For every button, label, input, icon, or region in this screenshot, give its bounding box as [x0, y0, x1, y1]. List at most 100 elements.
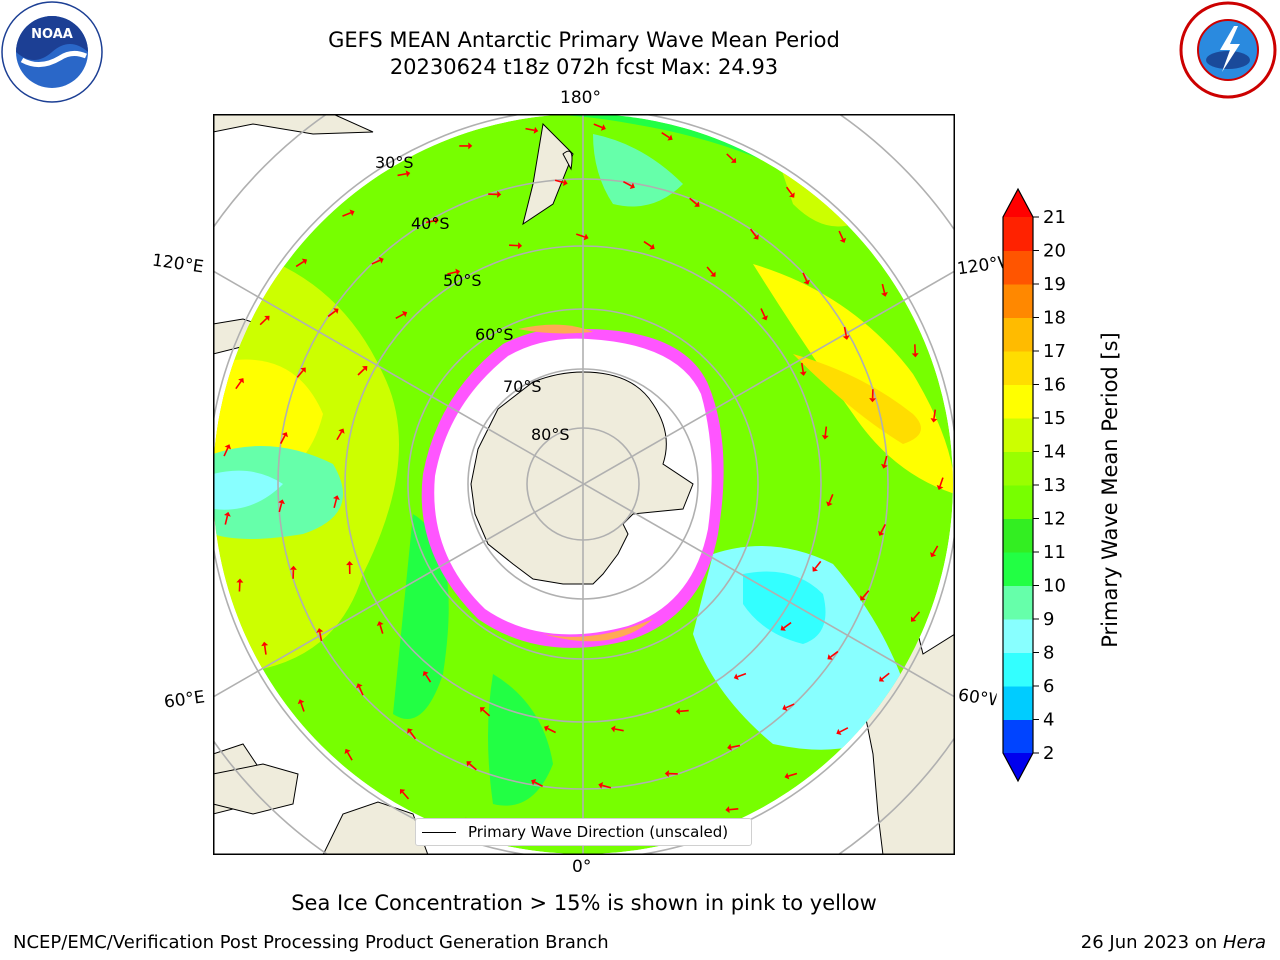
- wave-arrow-head: [278, 499, 285, 505]
- wave-arrow-head: [842, 335, 850, 340]
- wave-arrow-head: [936, 485, 944, 490]
- colorbar-tick-label: 13: [1043, 475, 1066, 496]
- wave-arrow-head: [812, 566, 818, 572]
- wave-arrow-shaft: [379, 624, 384, 634]
- wave-arrow-head: [710, 271, 716, 277]
- colorbar-band: [1003, 451, 1033, 486]
- wave-arrow-head: [629, 182, 635, 189]
- colorbar-tick-label: 4: [1043, 710, 1054, 731]
- wave-arrow-head: [236, 578, 244, 583]
- wave-arrow-head: [468, 142, 473, 150]
- wave-arrow-shaft: [623, 180, 632, 187]
- wave-arrow-shaft: [300, 702, 305, 712]
- graticule: [213, 114, 955, 855]
- wave-arrow-head: [344, 748, 351, 755]
- legend-label: Primary Wave Direction (unscaled): [468, 823, 729, 841]
- wave-arrow-shaft: [838, 230, 844, 240]
- wave-arrow-shaft: [223, 447, 229, 457]
- map-legend: Primary Wave Direction (unscaled): [415, 818, 752, 846]
- wave-arrow-shaft: [760, 308, 766, 318]
- wave-arrow-head: [543, 725, 550, 732]
- wave-arrow-head: [730, 157, 737, 163]
- colorbar-tick-label: 9: [1043, 609, 1054, 630]
- wave-arrow-shaft: [862, 590, 870, 599]
- colorbar-tick-label: 14: [1043, 442, 1066, 463]
- wave-arrow-head: [378, 257, 384, 264]
- wave-arrow-shaft: [880, 524, 887, 533]
- colorbar-band: [1003, 585, 1033, 620]
- wave-arrow-head: [930, 418, 938, 423]
- wave-arrow-head: [881, 463, 888, 469]
- wave-arrow-head: [407, 728, 413, 734]
- wave-arrow-head: [789, 192, 795, 198]
- wave-arrow-shaft: [881, 283, 886, 294]
- colorbar-tick-label: 20: [1043, 241, 1066, 262]
- wave-arrow-shaft: [802, 272, 808, 282]
- wave-arrow-shaft: [783, 621, 792, 629]
- footer-credit: NCEP/EMC/Verification Post Processing Pr…: [13, 932, 609, 953]
- wave-arrow-shaft: [336, 431, 343, 441]
- colorbar-tick-label: 6: [1043, 676, 1054, 697]
- wave-arrow-head: [497, 190, 502, 198]
- wave-arrow-head: [402, 310, 408, 318]
- wave-arrow-shaft: [346, 751, 353, 761]
- wave-arrow-head: [727, 743, 732, 751]
- lat-label-80s: 80°S: [531, 425, 570, 444]
- wave-arrow-shaft: [402, 791, 410, 800]
- colorbar-tick-label: 8: [1043, 643, 1054, 664]
- wave-arrow-shaft: [342, 212, 352, 217]
- wave-arrow-shaft: [295, 260, 305, 268]
- wave-arrow-shaft: [534, 781, 543, 788]
- wave-arrow-head: [803, 279, 810, 285]
- wave-arrow-shaft: [830, 650, 839, 658]
- wave-arrow-shaft: [679, 709, 689, 713]
- wave-arrow-shaft: [726, 153, 734, 161]
- colorbar-band: [1003, 217, 1033, 251]
- footer-host: Hera: [1222, 932, 1266, 953]
- wave-arrow-head: [405, 170, 411, 178]
- wave-arrow-head: [583, 233, 589, 241]
- wave-arrow-shaft: [689, 197, 698, 205]
- colorbar-band: [1003, 250, 1033, 285]
- wave-arrow-head: [649, 243, 655, 250]
- lat-label-60s: 60°S: [475, 325, 514, 344]
- colorbar-label: Primary Wave Mean Period [s]: [1098, 332, 1122, 648]
- wave-arrow-head: [224, 511, 231, 517]
- wave-arrow-head: [780, 625, 786, 631]
- wave-arrow-shaft: [318, 631, 323, 642]
- map-title: GEFS MEAN Antarctic Primary Wave Mean Pe…: [328, 28, 840, 52]
- wave-arrow-head: [878, 530, 885, 536]
- wave-arrow-shaft: [358, 686, 364, 696]
- colorbar-tick-label: 18: [1043, 308, 1066, 329]
- wave-arrow-head: [881, 291, 888, 297]
- wave-arrow-head: [434, 217, 439, 225]
- nws-logo-icon: [1179, 1, 1277, 99]
- wave-arrow-shaft: [468, 763, 477, 771]
- wave-arrow-head: [300, 367, 306, 373]
- wave-arrow-head: [784, 772, 790, 780]
- wave-arrow-head: [316, 628, 324, 633]
- wave-arrow-head: [869, 398, 877, 403]
- wave-arrow-head: [338, 428, 345, 434]
- wave-arrow-shaft: [881, 672, 890, 680]
- wave-arrow-shaft: [785, 186, 793, 195]
- wave-arrow-shaft: [279, 435, 286, 444]
- footer-date: 26 Jun 2023 on Hera: [1081, 932, 1266, 953]
- wave-arrow-head: [598, 782, 604, 789]
- wave-arrow-head: [821, 435, 829, 440]
- lon-label-180: 180°: [560, 88, 601, 108]
- wave-arrow-shaft: [482, 709, 491, 717]
- wave-arrow-head: [517, 242, 523, 250]
- colorbar-band: [1003, 686, 1033, 720]
- wave-arrow-head: [479, 707, 486, 713]
- wave-arrow-shaft: [409, 731, 417, 740]
- wave-arrow-head: [562, 179, 568, 186]
- colorbar-band: [1003, 418, 1033, 452]
- wave-arrow-head: [782, 704, 788, 711]
- wave-arrow-shaft: [395, 313, 405, 320]
- wave-arrow-head: [753, 234, 759, 240]
- lat-label-40s: 40°S: [411, 214, 450, 233]
- wave-arrow-head: [694, 201, 700, 207]
- lon-label-60w: 60°W: [956, 685, 998, 711]
- wave-arrow-head: [289, 565, 297, 570]
